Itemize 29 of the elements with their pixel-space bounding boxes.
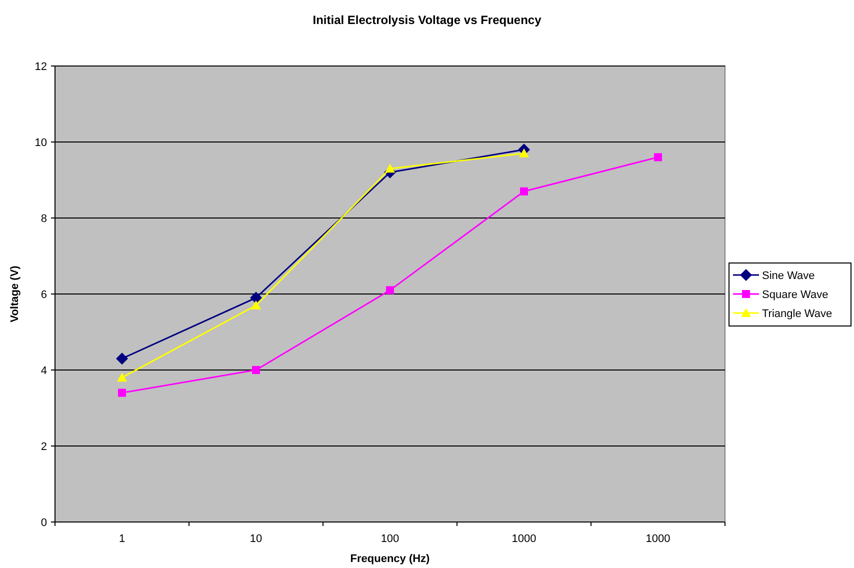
y-tick-label: 0 — [40, 516, 47, 529]
x-tick-label: 10 — [250, 533, 262, 545]
y-tick-label: 10 — [34, 136, 47, 149]
x-axis-title: Frequency (Hz) — [350, 553, 430, 565]
chart-title: Initial Electrolysis Voltage vs Frequency — [312, 13, 542, 27]
y-tick-label: 8 — [40, 212, 47, 225]
point — [250, 292, 262, 304]
x-tick-label: 1 — [118, 533, 126, 545]
x-tick-label: 1000 — [646, 533, 670, 545]
point — [386, 286, 394, 294]
x-tick-label: 100 — [380, 533, 400, 545]
point — [117, 372, 127, 382]
point — [116, 352, 128, 365]
x-tick-label: 1000 — [512, 533, 536, 545]
y-tick-label: 6 — [40, 288, 47, 301]
legend-label: Square Wave — [762, 288, 828, 301]
point — [385, 164, 395, 173]
point — [252, 366, 260, 374]
y-axis-title: Voltage (V) — [9, 265, 21, 322]
point — [519, 148, 529, 158]
point — [251, 300, 261, 310]
legend-label: Sine Wave — [762, 270, 815, 282]
y-tick-label: 4 — [40, 364, 47, 377]
point — [520, 187, 528, 196]
y-tick-label: 12 — [34, 60, 47, 73]
point — [654, 153, 662, 162]
y-tick-label: 2 — [40, 440, 47, 453]
point — [118, 388, 126, 397]
legend-label: Triangle Wave — [762, 308, 832, 320]
